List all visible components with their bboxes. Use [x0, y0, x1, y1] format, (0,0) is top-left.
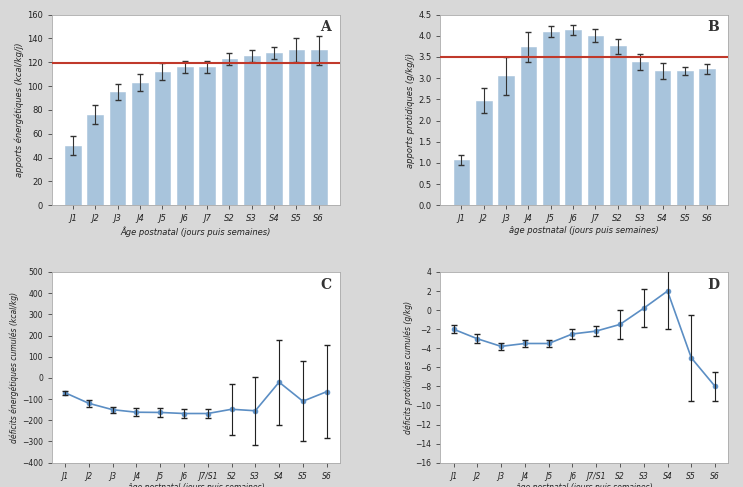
- Text: D: D: [707, 278, 719, 292]
- Bar: [521, 47, 536, 205]
- Y-axis label: déficits énergétiques cumulés (kcal/kg): déficits énergétiques cumulés (kcal/kg): [10, 292, 19, 443]
- X-axis label: âge postnatal (jours puis semaines): âge postnatal (jours puis semaines): [516, 484, 652, 487]
- Bar: [132, 82, 148, 205]
- Bar: [677, 71, 692, 205]
- Y-axis label: apports énergétiques (kcal/kg/j): apports énergétiques (kcal/kg/j): [15, 43, 25, 177]
- Bar: [453, 160, 469, 205]
- Bar: [244, 56, 259, 205]
- Bar: [221, 59, 237, 205]
- X-axis label: âge postnatal (jours puis semaines): âge postnatal (jours puis semaines): [128, 484, 265, 487]
- Bar: [311, 50, 327, 205]
- X-axis label: Âge postnatal (jours puis semaines): Âge postnatal (jours puis semaines): [120, 226, 271, 237]
- Bar: [588, 36, 603, 205]
- Bar: [110, 92, 126, 205]
- Bar: [266, 53, 282, 205]
- Bar: [88, 115, 103, 205]
- Bar: [476, 101, 492, 205]
- Text: A: A: [320, 20, 331, 34]
- Y-axis label: déficits protidiques cumulés (g/kg): déficits protidiques cumulés (g/kg): [403, 301, 412, 434]
- Bar: [177, 67, 192, 205]
- Bar: [499, 76, 514, 205]
- Bar: [199, 67, 215, 205]
- Text: C: C: [320, 278, 331, 292]
- Bar: [65, 146, 81, 205]
- Bar: [632, 62, 648, 205]
- Bar: [699, 69, 715, 205]
- Bar: [655, 71, 670, 205]
- Bar: [565, 30, 581, 205]
- Text: B: B: [708, 20, 719, 34]
- Bar: [155, 72, 170, 205]
- Y-axis label: apports protidiques (g/kg/j): apports protidiques (g/kg/j): [406, 53, 415, 168]
- Bar: [543, 32, 559, 205]
- Bar: [610, 46, 626, 205]
- X-axis label: âge postnatal (jours puis semaines): âge postnatal (jours puis semaines): [510, 226, 659, 235]
- Bar: [288, 50, 305, 205]
